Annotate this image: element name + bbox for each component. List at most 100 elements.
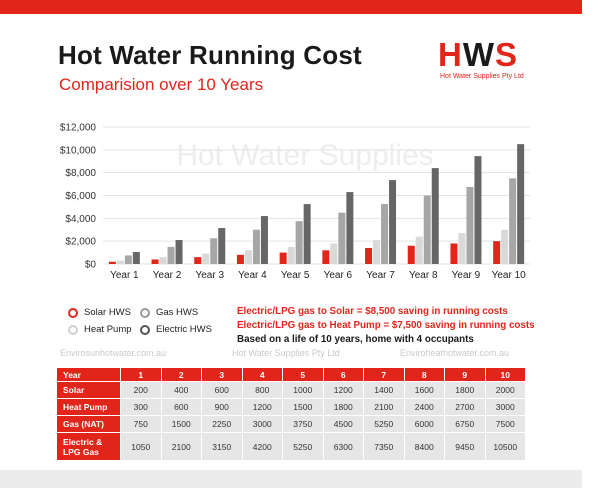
bar — [287, 246, 295, 264]
table-header-cell: 10 — [484, 367, 526, 382]
table-cell: 600 — [160, 398, 202, 416]
x-tick-label: Year 6 — [324, 270, 353, 281]
bar — [236, 254, 244, 264]
row-label: Solar — [56, 381, 121, 399]
table-cell: 10500 — [484, 432, 526, 461]
table-cell: 1800 — [322, 398, 364, 416]
bar — [252, 229, 260, 264]
table-header-cell: 8 — [403, 367, 445, 382]
bar — [159, 257, 167, 264]
bar — [474, 156, 482, 264]
bar — [458, 233, 466, 264]
bar — [338, 212, 346, 264]
legend-item-electric: Electric HWS — [140, 324, 212, 335]
bar — [431, 168, 439, 264]
bar — [260, 216, 268, 264]
table-header-cell: 3 — [201, 367, 243, 382]
legend-swatch-electric — [140, 324, 150, 335]
table-cell: 2100 — [363, 398, 405, 416]
table-cell: 300 — [120, 398, 162, 416]
y-tick-label: $4,000 — [65, 214, 96, 225]
table-header-cell: 5 — [282, 367, 324, 382]
table-cell: 8400 — [403, 432, 445, 461]
bar — [407, 245, 415, 264]
table-cell: 6300 — [322, 432, 364, 461]
bar — [346, 192, 354, 264]
table-cell: 1050 — [120, 432, 162, 461]
table-cell: 5250 — [363, 415, 405, 433]
x-tick-label: Year 9 — [452, 270, 481, 281]
bar — [381, 204, 389, 264]
table-cell: 900 — [201, 398, 243, 416]
bar — [423, 195, 431, 264]
bar — [303, 204, 311, 264]
chart-bars — [108, 144, 525, 264]
table-cell: 400 — [160, 381, 202, 399]
logo-letters: HWS — [438, 36, 519, 73]
logo-tagline: Hot Water Supplies Pty Ltd — [440, 73, 524, 80]
table-cell: 6750 — [444, 415, 486, 433]
row-label: Electric & LPG Gas — [56, 432, 121, 461]
x-axis-ticks: Year 1 Year 2 Year 3 Year 4 Year 5 Year 6 Year… — [110, 270, 526, 281]
bar — [330, 243, 338, 264]
table-cell: 4200 — [241, 432, 283, 461]
chart-grid — [103, 126, 530, 265]
table-cell: 2100 — [160, 432, 202, 461]
bottom-bar — [0, 470, 582, 488]
table-header-cell: 2 — [160, 367, 202, 382]
y-tick-label: $6,000 — [65, 191, 96, 202]
table-cell: 4500 — [322, 415, 364, 433]
legend-item-solar: Solar HWS — [68, 307, 131, 318]
bar — [194, 257, 202, 264]
hws-logo: HWS Hot Water Supplies Pty Ltd — [430, 36, 540, 86]
bar — [175, 240, 183, 264]
bar — [132, 252, 140, 264]
note-solar-saving: Electric/LPG gas to Solar = $8,500 savin… — [237, 306, 508, 317]
table-cell: 6000 — [403, 415, 445, 433]
bar — [501, 229, 509, 264]
legend-label-solar: Solar HWS — [84, 307, 131, 318]
table-header-cell: 7 — [363, 367, 405, 382]
legend-swatch-heat-pump — [68, 324, 78, 335]
x-tick-label: Year 3 — [195, 270, 224, 281]
table-cell: 800 — [241, 381, 283, 399]
running-cost-table: Year 1 2 3 4 5 6 7 8 9 10 Solar 200 400 … — [56, 367, 526, 461]
y-tick-label: $0 — [85, 260, 97, 271]
x-tick-label: Year 5 — [281, 270, 310, 281]
page-title: Hot Water Running Cost — [58, 40, 362, 70]
table-cell: 5250 — [282, 432, 324, 461]
table-header-cell: 4 — [241, 367, 283, 382]
table-row-solar: Solar 200 400 600 800 1000 1200 1400 160… — [56, 381, 526, 399]
table-header-cell: 6 — [322, 367, 364, 382]
bar — [373, 240, 381, 264]
table-header-row: Year 1 2 3 4 5 6 7 8 9 10 — [56, 367, 526, 382]
x-tick-label: Year 1 — [110, 270, 139, 281]
table-header-cell: 1 — [120, 367, 162, 382]
table-header-cell: 9 — [444, 367, 486, 382]
x-tick-label: Year 7 — [366, 270, 395, 281]
chart-watermark: Hot Water Supplies — [176, 139, 433, 172]
table-cell: 750 — [120, 415, 162, 433]
legend-label-heat-pump: Heat Pump — [84, 324, 132, 335]
y-tick-label: $2,000 — [65, 237, 96, 248]
bar — [509, 178, 517, 264]
y-tick-label: $10,000 — [60, 145, 97, 156]
bar — [415, 236, 423, 264]
table-cell: 3750 — [282, 415, 324, 433]
legend-label-electric: Electric HWS — [156, 324, 212, 335]
table-cell: 1200 — [241, 398, 283, 416]
bar — [210, 238, 218, 264]
bar — [218, 228, 226, 264]
bar — [365, 248, 373, 264]
bar — [493, 241, 501, 264]
table-cell: 1800 — [444, 381, 486, 399]
note-heat-pump-saving: Electric/LPG gas to Heat Pump = $7,500 s… — [237, 320, 535, 331]
note-assumptions: Based on a life of 10 years, home with 4… — [237, 334, 474, 345]
bar — [466, 186, 474, 264]
bar — [322, 250, 330, 264]
bar — [389, 180, 397, 264]
legend-swatch-gas — [140, 307, 150, 318]
bar — [124, 255, 132, 264]
table-row-electric: Electric & LPG Gas 1050 2100 3150 4200 52… — [56, 432, 526, 461]
watermark-center: Hot Water Supplies Pty Ltd — [232, 348, 340, 358]
